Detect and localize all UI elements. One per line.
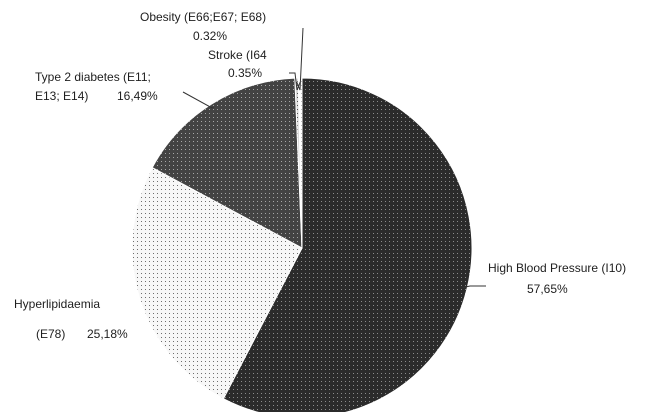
label-high-blood-pressure: High Blood Pressure (I10) 57,65% <box>488 261 626 296</box>
slice-value-obesity: 0.32% <box>193 29 227 43</box>
slice-label-high-blood-pressure: High Blood Pressure (I10) <box>488 261 626 275</box>
leader-line-high-blood-pressure <box>463 285 486 288</box>
label-type-2-diabetes: Type 2 diabetes (E11; E13; E14) 16,49% <box>35 70 158 103</box>
pie-slice-high-blood-pressure <box>222 77 473 412</box>
leader-line-type-2-diabetes <box>182 91 214 109</box>
slice-value-type-2-diabetes: 16,49% <box>117 89 158 103</box>
slice-label-type-2-diabetes-line2: E13; E14) <box>35 89 88 103</box>
slice-label-stroke: Stroke (I64 <box>208 48 267 62</box>
slice-value-high-blood-pressure: 57,65% <box>527 282 568 296</box>
label-stroke: Stroke (I64 0.35% <box>208 48 267 80</box>
leader-line-stroke <box>289 72 301 91</box>
slice-label-type-2-diabetes-line1: Type 2 diabetes (E11; <box>35 70 151 84</box>
leader-line-obesity <box>296 27 304 91</box>
label-hyperlipidaemia: Hyperlipidaemia (E78) 25,18% <box>14 297 128 341</box>
pie-slices <box>131 77 473 412</box>
slice-label-hyperlipidaemia-line2: (E78) <box>36 327 65 341</box>
leader-lines <box>182 27 486 288</box>
slice-value-stroke: 0.35% <box>228 66 262 80</box>
label-obesity: Obesity (E66;E67; E68) 0.32% <box>140 10 266 43</box>
slice-label-hyperlipidaemia-line1: Hyperlipidaemia <box>14 297 100 311</box>
pie-slice-type-2-diabetes <box>151 77 303 249</box>
slice-label-obesity: Obesity (E66;E67; E68) <box>140 10 266 24</box>
slice-value-hyperlipidaemia: 25,18% <box>87 327 128 341</box>
